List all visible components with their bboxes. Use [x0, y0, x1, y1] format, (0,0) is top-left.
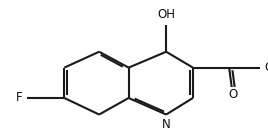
Text: O: O [229, 88, 238, 101]
Text: OH: OH [264, 61, 268, 74]
Text: F: F [16, 91, 23, 104]
Text: OH: OH [157, 8, 175, 21]
Text: N: N [162, 118, 170, 131]
